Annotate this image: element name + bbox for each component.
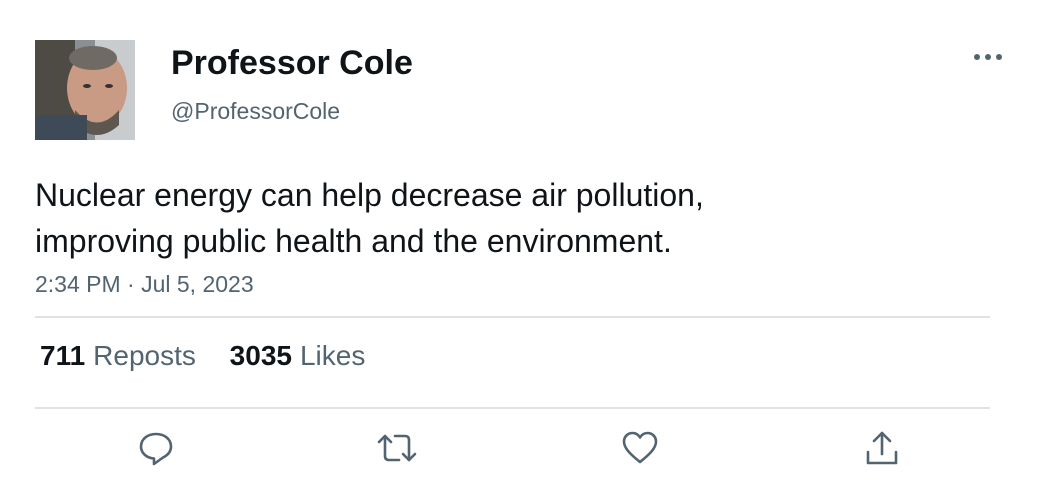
reply-icon	[136, 428, 176, 473]
like-button[interactable]	[618, 428, 662, 472]
tweet-text-line: Nuclear energy can help decrease air pol…	[35, 177, 704, 213]
divider	[35, 316, 990, 318]
share-button[interactable]	[860, 428, 904, 472]
likes-count: 3035	[229, 340, 292, 371]
reposts-count: 711	[40, 340, 86, 371]
more-options-button[interactable]	[966, 40, 1010, 74]
likes-stat[interactable]: 3035 Likes	[230, 340, 366, 372]
likes-label: Likes	[299, 340, 366, 371]
tweet-timestamp[interactable]: 2:34 PM · Jul 5, 2023	[35, 271, 254, 297]
author-handle[interactable]: @ProfessorCole	[171, 98, 341, 124]
more-horizontal-icon	[973, 48, 1003, 66]
share-icon	[862, 428, 902, 473]
reposts-stat[interactable]: 711 Reposts	[40, 340, 196, 372]
author-display-name[interactable]: Professor Cole	[171, 44, 413, 82]
tweet-text-line: improving public health and the environm…	[35, 223, 672, 259]
divider	[35, 407, 990, 409]
avatar[interactable]	[35, 40, 135, 140]
tweet-text: Nuclear energy can help decrease air pol…	[35, 172, 935, 264]
repost-icon	[375, 428, 419, 473]
reply-button[interactable]	[134, 428, 178, 472]
repost-button[interactable]	[375, 428, 419, 472]
heart-icon	[620, 428, 660, 473]
reposts-label: Reposts	[93, 340, 196, 371]
engagement-stats: 711 Reposts 3035 Likes	[40, 340, 391, 372]
